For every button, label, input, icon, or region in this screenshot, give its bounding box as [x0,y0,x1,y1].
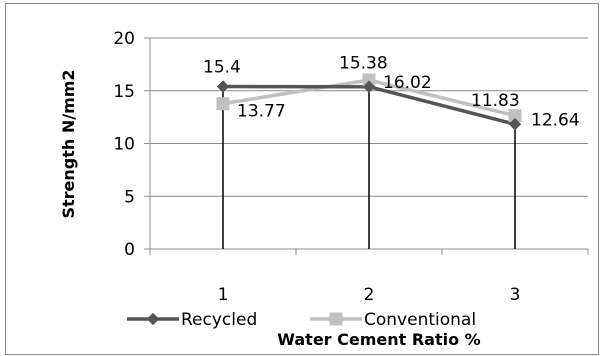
x-tick-label: 1 [218,285,229,305]
data-label: 16.02 [383,73,432,93]
data-label: 15.38 [339,54,388,74]
data-label: 12.64 [531,111,580,131]
y-tick-label: 5 [124,187,135,207]
data-point-recycled [362,80,376,93]
data-labels: 15.4 15.38 11.83 13.77 16.02 12.64 [203,54,580,131]
data-label: 13.77 [237,102,286,122]
drop-lines [222,79,516,249]
y-axis-title: Strength N/mm2 [59,69,78,218]
data-label: 15.4 [203,58,241,78]
legend-marker-recycled [146,312,160,326]
x-tick-labels: 1 2 3 [218,285,521,305]
x-tick-label: 2 [364,285,375,305]
legend-marker-conventional [329,312,343,326]
data-markers [216,73,522,131]
data-point-recycled [508,117,522,131]
y-tick-labels: 0 5 10 15 20 [113,29,135,260]
y-tick-label: 20 [113,29,135,49]
legend-label-recycled: Recycled [181,310,257,330]
x-axis-title: Water Cement Ratio % [277,330,480,349]
y-tick-label: 15 [113,82,135,102]
data-point-recycled [216,80,230,93]
y-tick-label: 10 [113,135,135,155]
legend: Recycled Conventional [127,310,476,330]
x-tick-label: 3 [510,285,521,305]
chart-area [5,3,599,355]
legend-label-conventional: Conventional [364,310,476,330]
data-label: 11.83 [471,91,520,111]
data-point-conventional [216,97,230,111]
y-tick-label: 0 [124,240,135,260]
